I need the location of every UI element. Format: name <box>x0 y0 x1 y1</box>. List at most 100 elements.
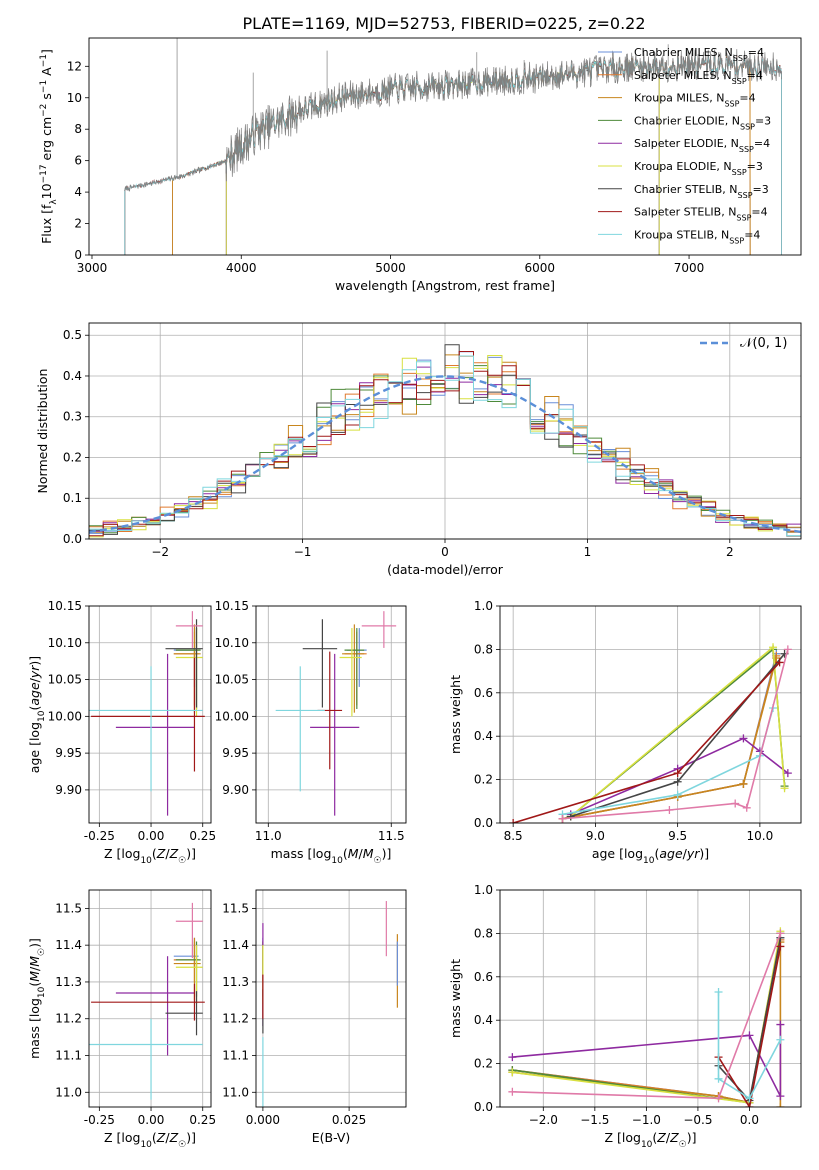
y-tick-label: 10.00 <box>48 709 82 723</box>
ticks: −2.0 −1.5 −1.0 −0.5 0.0 0.0 0.2 0.4 0.6 0.8 1.0 <box>474 883 759 1127</box>
axes-frame <box>255 605 407 824</box>
x-tick-label: 0 <box>441 545 449 559</box>
y-tick-label: 11.3 <box>222 975 249 989</box>
point-kroupa-stelib <box>745 1094 754 1103</box>
legend-label-kroupa-elodie: Kroupa ELODIE, NSSP=3 <box>634 160 763 177</box>
point-kroupa-stelib <box>673 790 682 799</box>
plot-area <box>262 901 398 1107</box>
x-axis-label: age [log10(age/yr)] <box>592 846 709 866</box>
y-tick-label: 9.95 <box>222 746 249 760</box>
y-tick-label: 4 <box>74 185 82 199</box>
point-kroupa-elodie <box>780 784 789 793</box>
line-kroupa-miles <box>562 657 778 820</box>
ticks: −2 −1 0 1 2 0.0 0.1 0.2 0.3 0.4 0.5 <box>63 328 734 559</box>
y-tick-label: 11.5 <box>222 901 249 915</box>
point-salpeter-elodie <box>776 1092 785 1101</box>
x-tick-label: −2 <box>151 545 169 559</box>
axes-frame <box>255 889 407 1108</box>
point-salpeter-elodie <box>508 1053 517 1062</box>
axes-frame <box>88 322 802 540</box>
x-tick-label: 0.00 <box>138 1113 165 1127</box>
normal-curve <box>89 375 801 534</box>
mass-weight-vs-age-panel: 8.5 9.0 9.5 10.0 0.0 0.2 0.4 0.6 0.8 1.0 age [log1… <box>448 599 802 866</box>
point-kroupa-stelib <box>714 987 723 996</box>
residual-histogram-panel: −2 −1 0 1 2 0.0 0.1 0.2 0.3 0.4 0.5 (data-model)/er… <box>35 322 802 577</box>
x-tick-label: 9.0 <box>586 829 605 843</box>
y-tick-label: 11.2 <box>222 1012 249 1026</box>
y-tick-label: 9.90 <box>222 783 249 797</box>
point-kroupa-miles <box>739 779 748 788</box>
legend-label-salpeter-elodie: Salpeter ELODIE, NSSP=4 <box>634 137 770 154</box>
line-salpeter-stelib <box>717 946 782 1107</box>
x-tick-label: 6000 <box>525 261 556 275</box>
x-tick-label: 7000 <box>674 261 705 275</box>
age-vs-mass-panel: 11.0 11.5 9.90 9.95 10.00 10.05 10.10 10.15 mass… <box>215 599 407 866</box>
y-tick-label: 11.3 <box>55 975 82 989</box>
x-tick-label: −1.5 <box>580 1113 609 1127</box>
point-chabrier-stelib <box>566 812 575 821</box>
legend-label-chabrier-stelib: Chabrier STELIB, NSSP=3 <box>634 183 769 200</box>
point-kroupa-elodie <box>769 643 778 652</box>
line-pink <box>562 649 789 820</box>
y-tick-label: 11.1 <box>222 1049 249 1063</box>
x-tick-label: −1 <box>294 545 312 559</box>
y-tick-label: 0.4 <box>63 369 82 383</box>
x-axis-label: mass [log10(M/M☉)] <box>271 846 392 866</box>
ticks: 8.5 9.0 9.5 10.0 0.0 0.2 0.4 0.6 0.8 1.0 <box>474 599 773 843</box>
legend-label-salpeter-stelib: Salpeter STELIB, NSSP=4 <box>634 206 768 223</box>
point-kroupa-elodie <box>508 1068 517 1077</box>
y-tick-label: 11.5 <box>55 901 82 915</box>
plot-area <box>275 611 397 816</box>
point-kroupa-stelib <box>776 1035 785 1044</box>
x-tick-label: -0.25 <box>84 1113 115 1127</box>
y-tick-label: 1.0 <box>474 599 493 613</box>
point-pink <box>508 1087 517 1096</box>
y-tick-label: 10.05 <box>48 673 82 687</box>
y-axis-label: mass [log10(M/M☉)] <box>27 938 47 1059</box>
x-axis-label: Z [log10(Z/Z☉)] <box>604 1130 696 1150</box>
x-tick-label: 0.000 <box>246 1113 280 1127</box>
x-tick-label: 9.5 <box>668 829 687 843</box>
point-salpeter-elodie <box>776 1020 785 1029</box>
y-axis-label: Normed distribution <box>35 369 50 494</box>
plot-area <box>89 611 205 816</box>
y-tick-label: 10.15 <box>48 599 82 613</box>
x-tick-label: 11.0 <box>255 829 282 843</box>
x-tick-label: 0.25 <box>189 829 216 843</box>
y-tick-label: 0.2 <box>474 773 493 787</box>
y-tick-label: 9.95 <box>55 746 82 760</box>
y-tick-label: 6 <box>74 154 82 168</box>
x-tick-label: 5000 <box>375 261 406 275</box>
point-pink <box>665 805 674 814</box>
y-axis-label: mass weight <box>448 959 463 1038</box>
y-tick-label: 0.6 <box>474 970 493 984</box>
y-tick-label: 0.0 <box>63 532 82 546</box>
y-axis-label: age [log10(age/yr)] <box>27 656 47 773</box>
legend: Chabrier MILES, NSSP=4 Salpeter MILES, NS… <box>598 46 771 245</box>
y-tick-label: 10.15 <box>215 599 249 613</box>
legend-label-kroupa-miles: Kroupa MILES, NSSP=4 <box>634 92 756 109</box>
point-salpeter-stelib <box>745 1103 754 1107</box>
y-tick-label: 0.8 <box>474 926 493 940</box>
x-tick-label: 10.0 <box>747 829 774 843</box>
y-tick-label: 2 <box>74 217 82 231</box>
x-axis-label: E(B-V) <box>312 1130 351 1145</box>
x-tick-label: −0.5 <box>683 1113 712 1127</box>
model-kroupa-stelib <box>124 55 782 255</box>
x-tick-label: 4000 <box>226 261 257 275</box>
y-tick-label: 0.6 <box>474 686 493 700</box>
point-pink <box>731 799 740 808</box>
y-tick-label: 0.0 <box>474 816 493 830</box>
grid <box>89 890 211 1107</box>
data-spectrum <box>124 49 782 192</box>
y-tick-label: 0.8 <box>474 642 493 656</box>
axes-frame <box>88 889 212 1108</box>
y-tick-label: 0.2 <box>63 450 82 464</box>
legend-label-chabrier-miles: Chabrier MILES, NSSP=4 <box>634 46 764 63</box>
histogram-salpeter-stelib <box>89 351 801 537</box>
x-axis-label: (data-model)/error <box>387 562 504 577</box>
point-salpeter-elodie <box>783 769 792 778</box>
ticks: -0.25 0.00 0.25 11.0 11.1 11.2 11.3 11.4 11.5 <box>55 901 216 1127</box>
plot-area <box>89 902 205 1100</box>
